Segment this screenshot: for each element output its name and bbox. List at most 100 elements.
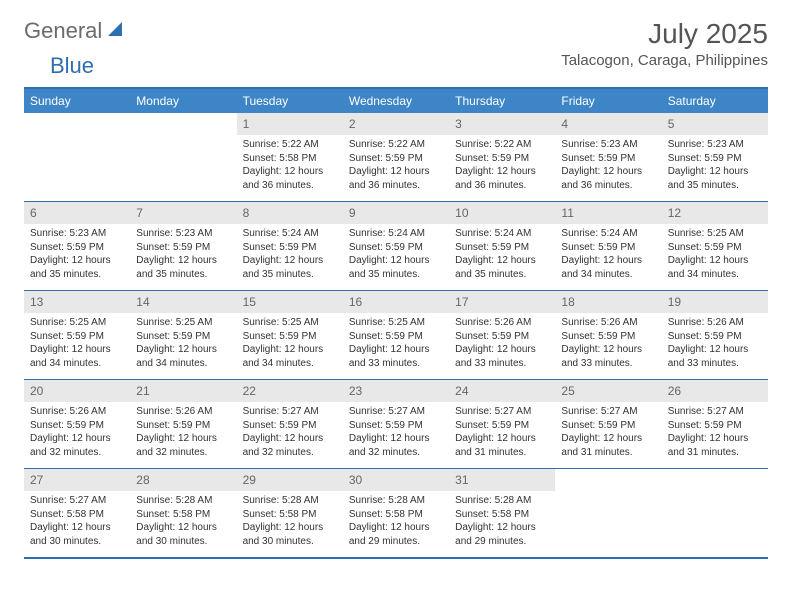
- sunset-line: Sunset: 5:58 PM: [455, 508, 549, 522]
- weeks-grid: 0 0 1Sunrise: 5:22 AMSunset: 5:58 PMDayl…: [24, 113, 768, 557]
- day-content: Sunrise: 5:26 AMSunset: 5:59 PMDaylight:…: [449, 313, 555, 376]
- week-row: 13Sunrise: 5:25 AMSunset: 5:59 PMDayligh…: [24, 290, 768, 379]
- sunset-line: Sunset: 5:59 PM: [668, 152, 762, 166]
- daylight-line: Daylight: 12 hours and 32 minutes.: [243, 432, 337, 459]
- day-cell: 5Sunrise: 5:23 AMSunset: 5:59 PMDaylight…: [662, 113, 768, 201]
- sunset-line: Sunset: 5:59 PM: [455, 419, 549, 433]
- daylight-line: Daylight: 12 hours and 34 minutes.: [30, 343, 124, 370]
- sunrise-line: Sunrise: 5:24 AM: [455, 227, 549, 241]
- sunrise-line: Sunrise: 5:23 AM: [668, 138, 762, 152]
- daylight-line: Daylight: 12 hours and 35 minutes.: [30, 254, 124, 281]
- day-content: Sunrise: 5:28 AMSunset: 5:58 PMDaylight:…: [449, 491, 555, 554]
- sunset-line: Sunset: 5:58 PM: [136, 508, 230, 522]
- day-content: Sunrise: 5:22 AMSunset: 5:59 PMDaylight:…: [343, 135, 449, 198]
- day-cell: 29Sunrise: 5:28 AMSunset: 5:58 PMDayligh…: [237, 469, 343, 557]
- day-content: Sunrise: 5:25 AMSunset: 5:59 PMDaylight:…: [237, 313, 343, 376]
- day-content: Sunrise: 5:27 AMSunset: 5:59 PMDaylight:…: [555, 402, 661, 465]
- week-row: 27Sunrise: 5:27 AMSunset: 5:58 PMDayligh…: [24, 468, 768, 557]
- day-content: Sunrise: 5:25 AMSunset: 5:59 PMDaylight:…: [343, 313, 449, 376]
- day-cell: 31Sunrise: 5:28 AMSunset: 5:58 PMDayligh…: [449, 469, 555, 557]
- daylight-line: Daylight: 12 hours and 35 minutes.: [349, 254, 443, 281]
- day-number: 20: [24, 380, 130, 402]
- sunrise-line: Sunrise: 5:23 AM: [136, 227, 230, 241]
- daylight-line: Daylight: 12 hours and 36 minutes.: [349, 165, 443, 192]
- day-content: Sunrise: 5:24 AMSunset: 5:59 PMDaylight:…: [343, 224, 449, 287]
- day-number: 3: [449, 113, 555, 135]
- sunrise-line: Sunrise: 5:25 AM: [349, 316, 443, 330]
- day-content: Sunrise: 5:23 AMSunset: 5:59 PMDaylight:…: [662, 135, 768, 198]
- daylight-line: Daylight: 12 hours and 32 minutes.: [136, 432, 230, 459]
- day-number: 15: [237, 291, 343, 313]
- sunset-line: Sunset: 5:59 PM: [455, 330, 549, 344]
- day-content: Sunrise: 5:25 AMSunset: 5:59 PMDaylight:…: [24, 313, 130, 376]
- day-cell: 18Sunrise: 5:26 AMSunset: 5:59 PMDayligh…: [555, 291, 661, 379]
- sunset-line: Sunset: 5:59 PM: [243, 419, 337, 433]
- daylight-line: Daylight: 12 hours and 30 minutes.: [243, 521, 337, 548]
- day-number: 25: [555, 380, 661, 402]
- day-cell: 27Sunrise: 5:27 AMSunset: 5:58 PMDayligh…: [24, 469, 130, 557]
- day-header-row: SundayMondayTuesdayWednesdayThursdayFrid…: [24, 89, 768, 113]
- day-number: 13: [24, 291, 130, 313]
- sunset-line: Sunset: 5:59 PM: [243, 330, 337, 344]
- sunset-line: Sunset: 5:59 PM: [30, 241, 124, 255]
- daylight-line: Daylight: 12 hours and 31 minutes.: [561, 432, 655, 459]
- sunrise-line: Sunrise: 5:23 AM: [561, 138, 655, 152]
- sunset-line: Sunset: 5:59 PM: [30, 419, 124, 433]
- day-content: Sunrise: 5:24 AMSunset: 5:59 PMDaylight:…: [555, 224, 661, 287]
- day-content: Sunrise: 5:25 AMSunset: 5:59 PMDaylight:…: [662, 224, 768, 287]
- day-number: 27: [24, 469, 130, 491]
- day-cell: 14Sunrise: 5:25 AMSunset: 5:59 PMDayligh…: [130, 291, 236, 379]
- sunrise-line: Sunrise: 5:26 AM: [668, 316, 762, 330]
- sunset-line: Sunset: 5:58 PM: [243, 508, 337, 522]
- day-header: Thursday: [449, 89, 555, 113]
- sunrise-line: Sunrise: 5:27 AM: [455, 405, 549, 419]
- daylight-line: Daylight: 12 hours and 35 minutes.: [243, 254, 337, 281]
- day-number: 17: [449, 291, 555, 313]
- daylight-line: Daylight: 12 hours and 36 minutes.: [561, 165, 655, 192]
- sunrise-line: Sunrise: 5:27 AM: [243, 405, 337, 419]
- day-cell: 6Sunrise: 5:23 AMSunset: 5:59 PMDaylight…: [24, 202, 130, 290]
- daylight-line: Daylight: 12 hours and 35 minutes.: [136, 254, 230, 281]
- logo-text-general: General: [24, 18, 102, 44]
- day-number: 1: [237, 113, 343, 135]
- day-cell: 25Sunrise: 5:27 AMSunset: 5:59 PMDayligh…: [555, 380, 661, 468]
- sunset-line: Sunset: 5:59 PM: [136, 419, 230, 433]
- logo-text-blue: Blue: [50, 53, 94, 78]
- daylight-line: Daylight: 12 hours and 30 minutes.: [136, 521, 230, 548]
- day-content: Sunrise: 5:27 AMSunset: 5:59 PMDaylight:…: [237, 402, 343, 465]
- sunrise-line: Sunrise: 5:28 AM: [136, 494, 230, 508]
- day-cell: 16Sunrise: 5:25 AMSunset: 5:59 PMDayligh…: [343, 291, 449, 379]
- day-content: Sunrise: 5:28 AMSunset: 5:58 PMDaylight:…: [237, 491, 343, 554]
- day-content: Sunrise: 5:23 AMSunset: 5:59 PMDaylight:…: [555, 135, 661, 198]
- sunset-line: Sunset: 5:59 PM: [136, 330, 230, 344]
- day-number: 10: [449, 202, 555, 224]
- day-cell: 8Sunrise: 5:24 AMSunset: 5:59 PMDaylight…: [237, 202, 343, 290]
- day-number: 24: [449, 380, 555, 402]
- day-content: Sunrise: 5:28 AMSunset: 5:58 PMDaylight:…: [130, 491, 236, 554]
- daylight-line: Daylight: 12 hours and 29 minutes.: [349, 521, 443, 548]
- day-cell: 4Sunrise: 5:23 AMSunset: 5:59 PMDaylight…: [555, 113, 661, 201]
- sunrise-line: Sunrise: 5:26 AM: [136, 405, 230, 419]
- calendar: SundayMondayTuesdayWednesdayThursdayFrid…: [24, 87, 768, 559]
- day-content: Sunrise: 5:23 AMSunset: 5:59 PMDaylight:…: [24, 224, 130, 287]
- day-number: 23: [343, 380, 449, 402]
- daylight-line: Daylight: 12 hours and 32 minutes.: [30, 432, 124, 459]
- day-cell: 20Sunrise: 5:26 AMSunset: 5:59 PMDayligh…: [24, 380, 130, 468]
- day-number: 26: [662, 380, 768, 402]
- day-number: 9: [343, 202, 449, 224]
- day-content: Sunrise: 5:28 AMSunset: 5:58 PMDaylight:…: [343, 491, 449, 554]
- daylight-line: Daylight: 12 hours and 35 minutes.: [668, 165, 762, 192]
- day-cell: 23Sunrise: 5:27 AMSunset: 5:59 PMDayligh…: [343, 380, 449, 468]
- day-content: Sunrise: 5:23 AMSunset: 5:59 PMDaylight:…: [130, 224, 236, 287]
- day-content: Sunrise: 5:25 AMSunset: 5:59 PMDaylight:…: [130, 313, 236, 376]
- sunrise-line: Sunrise: 5:26 AM: [561, 316, 655, 330]
- daylight-line: Daylight: 12 hours and 33 minutes.: [349, 343, 443, 370]
- day-number: 19: [662, 291, 768, 313]
- logo-sail-icon: [106, 20, 124, 43]
- day-content: Sunrise: 5:26 AMSunset: 5:59 PMDaylight:…: [555, 313, 661, 376]
- logo: General: [24, 18, 126, 44]
- day-content: Sunrise: 5:22 AMSunset: 5:58 PMDaylight:…: [237, 135, 343, 198]
- sunset-line: Sunset: 5:59 PM: [349, 330, 443, 344]
- location: Talacogon, Caraga, Philippines: [561, 52, 768, 69]
- day-cell: 1Sunrise: 5:22 AMSunset: 5:58 PMDaylight…: [237, 113, 343, 201]
